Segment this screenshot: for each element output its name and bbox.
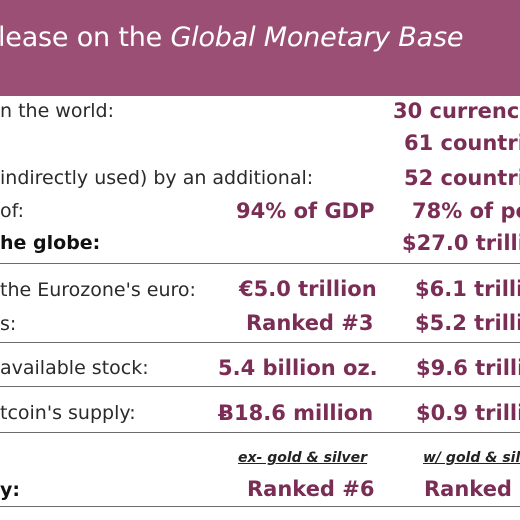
row-label-bitcoin: tcoin's supply: — [0, 402, 136, 424]
value-pop-share: 78% of pop — [412, 199, 520, 223]
value-rank-usd: $5.2 trillio — [415, 311, 520, 335]
title-emphasis: Global Monetary Base — [170, 22, 464, 53]
value-currencies: 30 currencie — [393, 99, 520, 123]
row-label-currencies: n the world: — [0, 100, 115, 122]
divider-5 — [0, 506, 520, 507]
divider-3 — [0, 386, 520, 387]
value-bitcoin-supply: Ƀ18.6 million — [218, 401, 374, 425]
value-gold-usd: $9.6 trillio — [416, 356, 520, 380]
row-label-indirect-countries: indirectly used) by an additional: — [0, 167, 314, 189]
subheader-ex-gold: ex- gold & silver — [238, 450, 368, 466]
value-bitcoin-usd: $0.9 trillio — [416, 401, 520, 425]
row-label-final-rank: y: — [0, 479, 20, 501]
title-banner: lease on the Global Monetary Base — [0, 0, 520, 96]
page-title: lease on the Global Monetary Base — [0, 22, 463, 53]
value-rank: Ranked #3 — [246, 311, 374, 335]
row-label-euro: the Eurozone's euro: — [0, 279, 196, 301]
row-label-gold-stock: available stock: — [0, 357, 149, 379]
divider-2 — [0, 342, 520, 343]
value-final-rank-with: Ranked # — [424, 477, 520, 501]
row-label-rank: s: — [0, 313, 17, 335]
value-euro-usd: $6.1 trillio — [415, 277, 520, 301]
row-label-globe-total: he globe: — [0, 232, 101, 254]
title-prefix: lease on the — [0, 22, 171, 53]
row-label-share: of: — [0, 200, 25, 222]
divider-4 — [0, 432, 520, 433]
value-gold-ounces: 5.4 billion oz. — [218, 356, 378, 380]
value-euro-local: €5.0 trillion — [239, 277, 377, 301]
value-final-rank-ex: Ranked #6 — [247, 477, 375, 501]
divider-1 — [0, 263, 520, 264]
value-gdp-share: 94% of GDP — [236, 199, 375, 223]
subheader-with-gold: w/ gold & silv — [423, 450, 520, 466]
value-indirect-countries: 52 countrie — [404, 166, 520, 190]
value-globe-total: $27.0 trillio — [402, 231, 520, 255]
value-countries: 61 countrie — [404, 131, 520, 155]
